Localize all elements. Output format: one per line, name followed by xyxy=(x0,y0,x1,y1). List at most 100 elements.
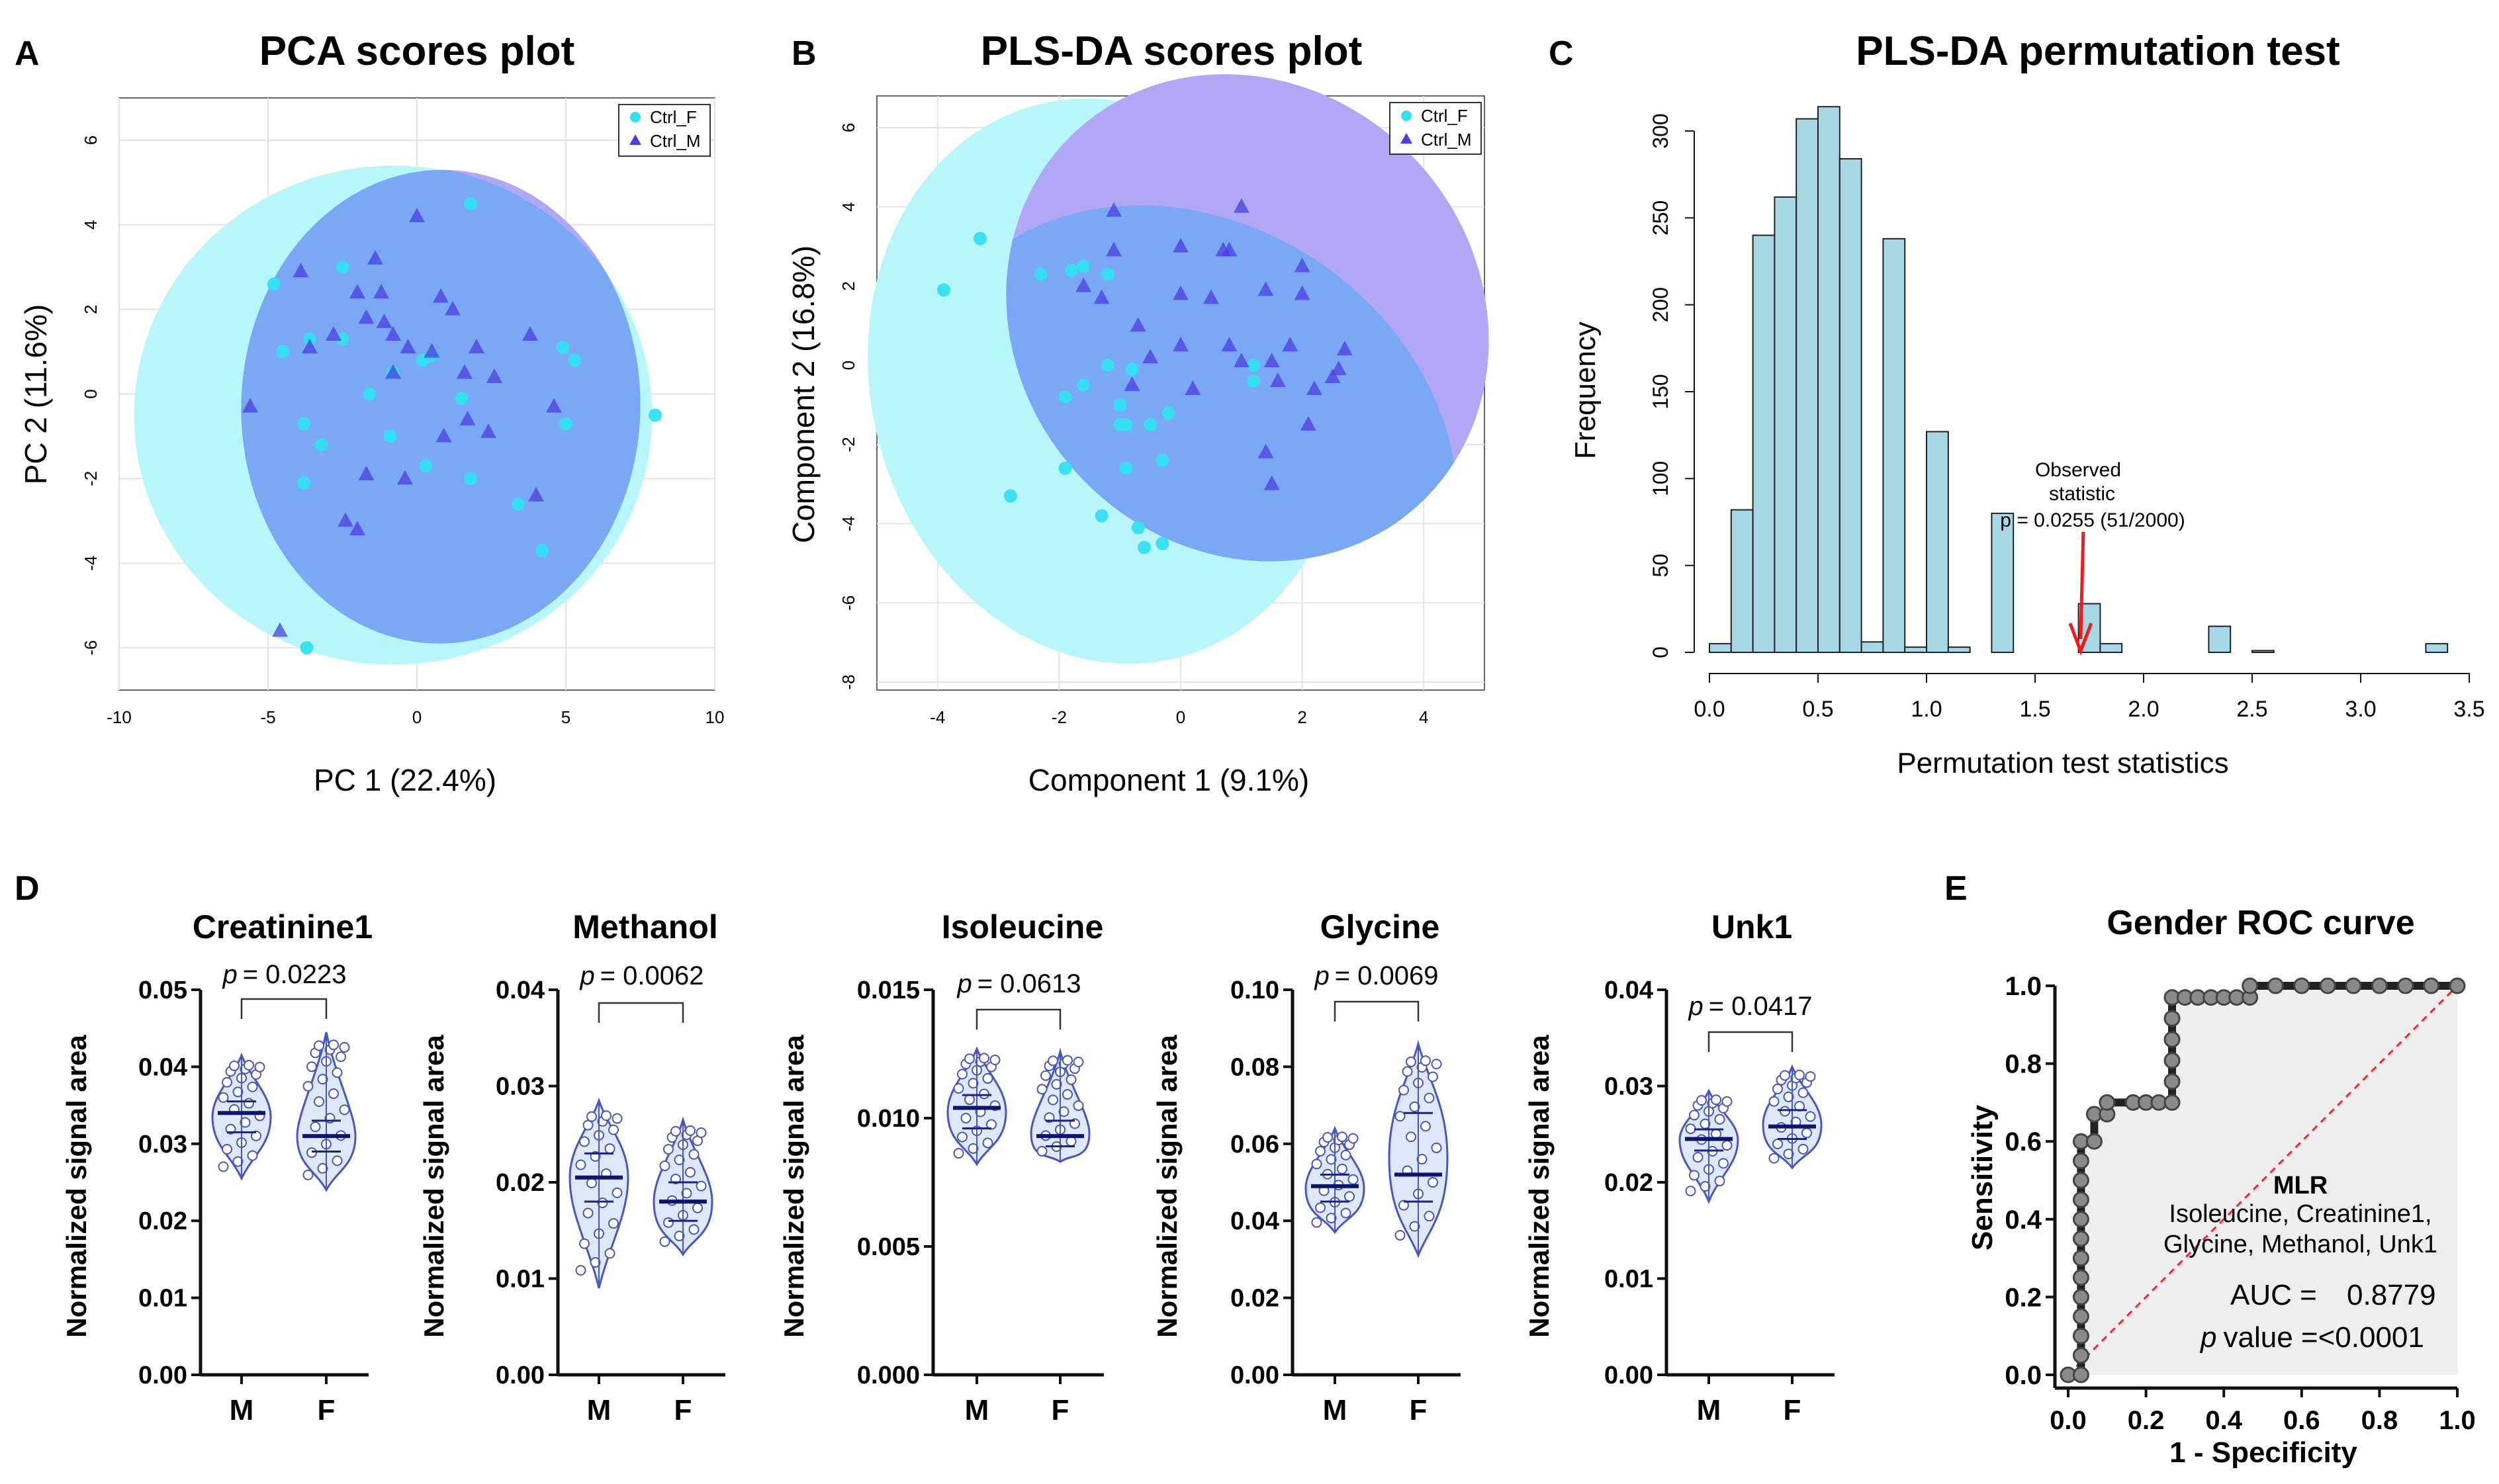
data-point xyxy=(336,1051,346,1063)
y-tick-label: 0.02 xyxy=(496,1169,545,1197)
p-value: = 0.0223 xyxy=(243,960,347,989)
y-tick-label: -6 xyxy=(81,640,101,656)
y-tick-label: 0.6 xyxy=(2005,1127,2042,1157)
y-tick-label: 6 xyxy=(81,136,101,145)
panel-e-x-ticks: 0.0 0.2 0.4 0.6 0.8 1.0 xyxy=(2050,1406,2476,1435)
panel-d: D 0.000.010.020.030.040.050.000.010.020.… xyxy=(15,869,1835,1426)
roc-marker xyxy=(2449,977,2466,994)
roc-p-value: p value =<0.0001 xyxy=(2199,1321,2424,1354)
y-tick-label: 0.00 xyxy=(1604,1362,1653,1389)
y-tick-label: 0.03 xyxy=(1604,1073,1653,1101)
y-tick-label: 0.03 xyxy=(138,1131,187,1158)
data-point xyxy=(1073,1057,1084,1068)
group-label-f: F xyxy=(1784,1394,1801,1426)
x-tick-label: 10 xyxy=(705,707,725,727)
panel-e-xlabel: 1 - Specificity xyxy=(2169,1436,2357,1469)
point-ctrl-f xyxy=(1119,461,1133,475)
point-ctrl-m xyxy=(367,249,383,265)
roc-marker xyxy=(2397,977,2414,994)
point-ctrl-f xyxy=(419,459,433,473)
point-ctrl-m xyxy=(1330,361,1347,376)
data-point xyxy=(1398,1084,1409,1096)
data-point xyxy=(1805,1111,1816,1122)
point-ctrl-m xyxy=(302,339,318,354)
point-ctrl-m xyxy=(1324,369,1341,384)
data-point xyxy=(1326,1213,1337,1224)
y-axis-label: Normalized signal area xyxy=(778,1035,809,1338)
roc-features-line1: Isoleucine, Creatinine1, xyxy=(2169,1200,2431,1228)
histogram-bar xyxy=(1991,512,2015,653)
subplot-title: Glycine xyxy=(1320,908,1440,945)
y-tick-label: 0.10 xyxy=(1230,977,1279,1004)
point-ctrl-f xyxy=(1064,263,1078,277)
panel-b-legend: Ctrl_F Ctrl_M xyxy=(1389,102,1482,155)
data-point xyxy=(1696,1095,1707,1106)
data-point xyxy=(1315,1202,1326,1213)
data-point xyxy=(1337,1131,1347,1143)
panel-b-y-ticks: 6 4 2 0 -2 -4 -6 -8 xyxy=(839,123,858,690)
data-point xyxy=(332,1155,343,1166)
panel-b-ylabel: Component 2 (16.8%) xyxy=(786,245,821,543)
y-tick-label: 0.04 xyxy=(1230,1207,1279,1235)
y-tick-label: 2 xyxy=(81,304,101,314)
data-point xyxy=(1340,1149,1351,1160)
violin-subplot-glycine: Glycine Normalized signal area p = 0.0069… xyxy=(1152,908,1439,1426)
data-point xyxy=(1805,1071,1816,1082)
panel-b-points xyxy=(936,198,1353,554)
y-tick-label: 6 xyxy=(839,123,858,132)
y-axis-label: Normalized signal area xyxy=(61,1035,92,1338)
data-point xyxy=(659,1160,670,1172)
point-ctrl-f xyxy=(1156,453,1169,467)
panel-c-title: PLS-DA permutation test xyxy=(1856,28,2340,74)
p-italic: p xyxy=(222,960,237,989)
point-ctrl-f xyxy=(1161,406,1175,419)
y-tick-label: 0.00 xyxy=(1230,1362,1279,1389)
data-point xyxy=(1428,1071,1438,1082)
y-tick-label: 0.04 xyxy=(138,1053,187,1081)
point-ctrl-m xyxy=(1233,198,1250,213)
point-ctrl-m xyxy=(1093,289,1110,304)
roc-marker xyxy=(2293,977,2310,994)
point-ctrl-m xyxy=(457,364,473,379)
histogram-bar xyxy=(1752,234,1776,654)
observed-statistic-arrow xyxy=(2068,531,2093,656)
point-ctrl-m xyxy=(459,410,476,425)
point-ctrl-m xyxy=(1124,376,1140,392)
y-axis-label: Normalized signal area xyxy=(418,1035,449,1338)
violin-subplot-creatinine1: Creatinine1 Normalized signal area p = 0.… xyxy=(61,908,373,1426)
data-point xyxy=(1431,1059,1442,1070)
y-tick-label: 0.08 xyxy=(1230,1053,1279,1081)
panel-c-annotation-line2: statistic xyxy=(2049,483,2115,505)
data-point xyxy=(247,1081,258,1092)
data-point xyxy=(681,1188,692,1199)
data-point xyxy=(982,1137,993,1149)
data-point xyxy=(582,1207,594,1219)
data-point xyxy=(1036,1084,1048,1095)
panel-e: E Gender ROC curve 0.0 0.2 0.4 0.6 0.8 1… xyxy=(1944,869,2476,1469)
data-point xyxy=(1431,1142,1442,1153)
point-ctrl-f xyxy=(336,260,349,274)
roc-marker xyxy=(2072,1269,2089,1286)
panel-letter-e: E xyxy=(1944,869,1968,908)
point-ctrl-f xyxy=(1003,489,1017,503)
subplot-title: Methanol xyxy=(572,908,717,945)
data-point xyxy=(1714,1113,1725,1125)
data-point xyxy=(1311,1217,1322,1228)
roc-marker xyxy=(2072,1347,2089,1364)
data-point xyxy=(1048,1055,1058,1067)
point-ctrl-m xyxy=(242,398,258,413)
data-point xyxy=(247,1150,258,1161)
roc-features-line2: Glycine, Methanol, Unk1 xyxy=(2163,1231,2437,1258)
point-ctrl-f xyxy=(1247,359,1261,372)
histogram-bar xyxy=(1882,238,1906,653)
data-point xyxy=(608,1218,619,1229)
roc-marker xyxy=(2072,1191,2089,1208)
legend-ctrl-m-label: Ctrl_M xyxy=(650,131,701,151)
data-point xyxy=(1801,1127,1812,1139)
roc-marker xyxy=(2163,1010,2181,1027)
data-point xyxy=(1783,1149,1794,1160)
point-ctrl-m xyxy=(1294,285,1310,300)
reference-diagonal xyxy=(2067,984,2459,1376)
y-tick-label: 0.01 xyxy=(496,1266,545,1293)
